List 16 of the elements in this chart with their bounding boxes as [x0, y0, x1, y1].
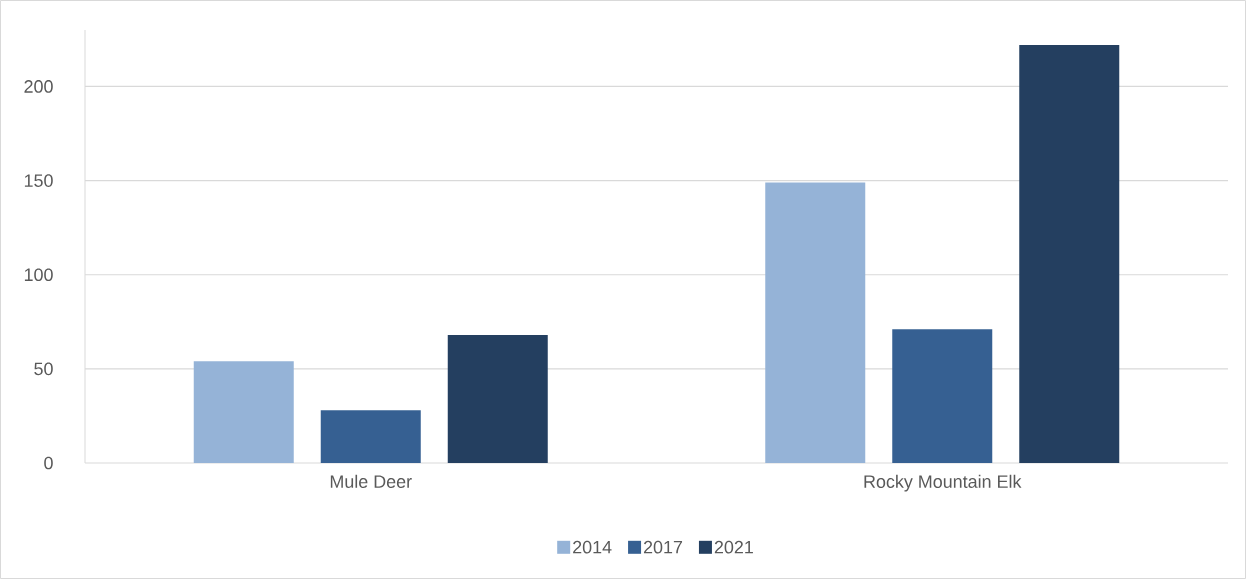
bar — [193, 361, 294, 463]
y-tick-label: 100 — [24, 268, 53, 282]
bar — [765, 182, 866, 463]
x-tick-label: Mule Deer — [330, 474, 412, 488]
y-tick-label: 150 — [24, 174, 53, 187]
bar — [320, 410, 421, 463]
bar — [1019, 45, 1120, 463]
y-tick-label: 0 — [44, 456, 53, 470]
y-tick-label: 200 — [24, 80, 53, 93]
legend-label: 2014 — [573, 540, 612, 554]
legend-label: 2021 — [714, 540, 753, 554]
x-tick-label: Rocky Mountain Elk — [864, 474, 1022, 492]
legend-label: 2017 — [643, 540, 683, 554]
bar — [447, 334, 548, 463]
bar — [892, 329, 993, 463]
y-tick-label: 50 — [34, 362, 53, 376]
